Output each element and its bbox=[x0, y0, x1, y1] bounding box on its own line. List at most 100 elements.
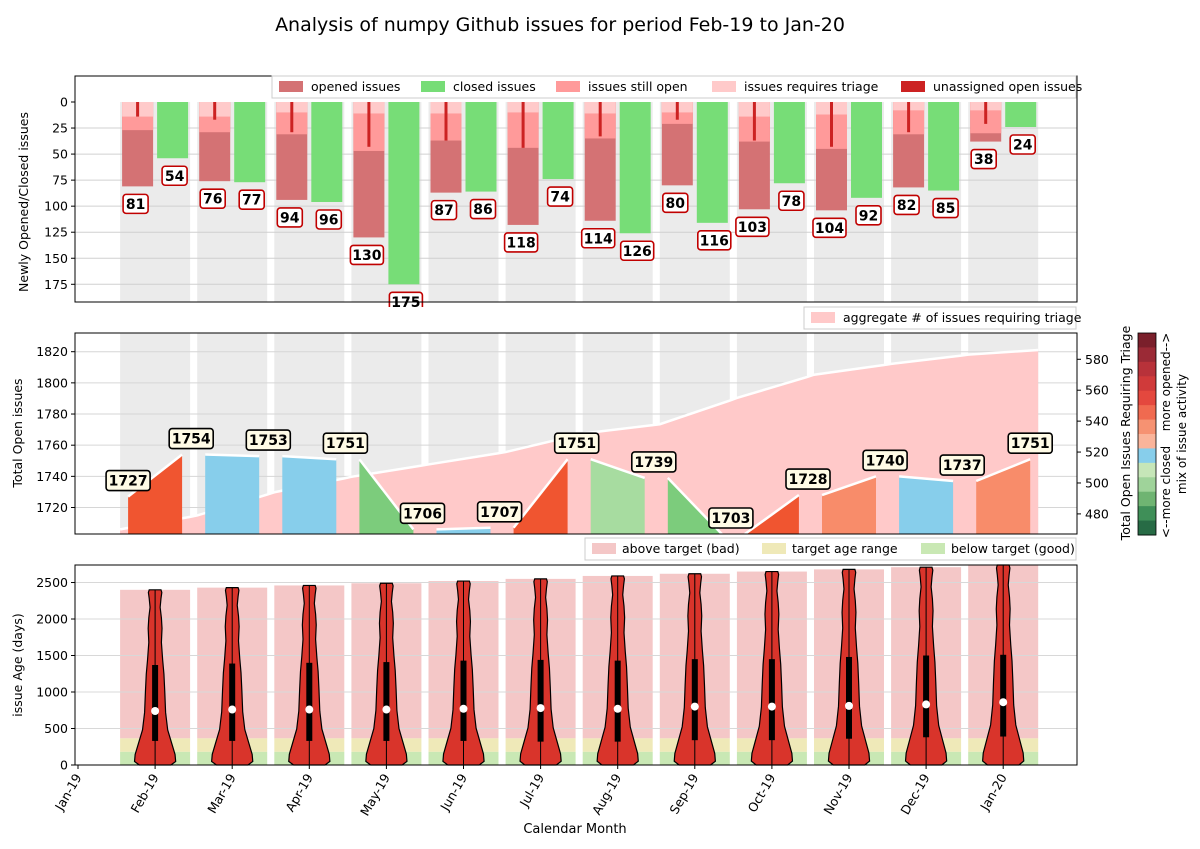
unassigned-bar bbox=[598, 102, 602, 137]
unassigned-bar bbox=[984, 102, 988, 124]
open-issues-label-group: 1739 bbox=[630, 451, 677, 473]
right-y-tick-label: 520 bbox=[1085, 445, 1109, 460]
legend-label: target age range bbox=[792, 541, 898, 556]
open-issues-label-group: 1707 bbox=[476, 500, 523, 523]
open-issues-label-box bbox=[105, 469, 151, 492]
closed-label: 175 bbox=[391, 295, 420, 311]
open-issues-label: 1751 bbox=[326, 436, 365, 452]
closed-label-box bbox=[238, 189, 265, 211]
closed-bar bbox=[851, 102, 882, 198]
violin-median bbox=[999, 698, 1008, 707]
closed-label-box bbox=[161, 165, 188, 187]
open-issues-label: 1727 bbox=[109, 474, 148, 490]
closed-bar bbox=[465, 102, 497, 192]
violin-median bbox=[151, 706, 160, 715]
legend: above target (bad) target age range below … bbox=[584, 537, 1077, 561]
colorbar-segment bbox=[1138, 361, 1156, 377]
right-y-tick-label: 540 bbox=[1085, 414, 1109, 429]
legend-swatch bbox=[279, 81, 303, 92]
open-issues-label-group: 1751 bbox=[322, 432, 369, 455]
open-issues-label: 1707 bbox=[480, 505, 519, 521]
closed-label: 77 bbox=[242, 193, 261, 209]
open-issues-label-box bbox=[1007, 432, 1054, 455]
y-tick-label: 2500 bbox=[36, 575, 68, 590]
x-tick-label: Dec-19 bbox=[897, 771, 932, 817]
x-tick-label: Jan-19 bbox=[51, 771, 84, 814]
open-issues-edge bbox=[436, 526, 491, 531]
closed-label-box bbox=[932, 197, 959, 219]
colorbar-segment bbox=[1138, 491, 1156, 507]
legend-frame bbox=[271, 75, 1077, 99]
closed-label-box bbox=[778, 190, 805, 212]
legend-label: below target (good) bbox=[951, 541, 1075, 556]
y-tick-label: 1740 bbox=[36, 469, 68, 484]
y-tick-label: 500 bbox=[44, 721, 68, 736]
x-tick-label: Mar-19 bbox=[204, 771, 239, 816]
open-issues-edge bbox=[898, 475, 954, 483]
closed-label: 86 bbox=[473, 202, 492, 218]
y-tick-label: 1000 bbox=[36, 685, 68, 700]
panel-issue-age: 0 500 1000 1500 2000 2500 issue Age (days) abov… bbox=[10, 537, 1078, 773]
opened-label: 87 bbox=[434, 203, 453, 219]
open-issues-label-group: 1703 bbox=[708, 507, 754, 529]
opened-label: 94 bbox=[280, 210, 300, 226]
closed-bar bbox=[157, 102, 189, 159]
open-issues-label-box bbox=[245, 429, 292, 451]
closed-bar bbox=[542, 102, 574, 180]
closed-bar bbox=[928, 102, 960, 191]
opened-label-box bbox=[199, 188, 226, 209]
y-tick-label: 1800 bbox=[36, 375, 68, 390]
closed-label-box bbox=[469, 198, 497, 220]
open-issues-edge bbox=[512, 458, 569, 529]
y-tick-label: 150 bbox=[44, 251, 68, 266]
right-y-tick-label: 580 bbox=[1085, 352, 1109, 367]
opened-label-box bbox=[580, 227, 616, 249]
open-issues-label-group: 1753 bbox=[245, 429, 292, 451]
colorbar-segment bbox=[1138, 434, 1156, 449]
open-issues-label-box bbox=[553, 432, 600, 455]
closed-bar bbox=[388, 102, 420, 285]
opened-label: 38 bbox=[974, 152, 993, 168]
closed-bar bbox=[619, 102, 651, 234]
right-y-tick-label: 500 bbox=[1085, 475, 1109, 490]
violin-iqr bbox=[614, 660, 621, 742]
legend-swatch bbox=[762, 543, 786, 554]
opened-label-box bbox=[893, 194, 920, 216]
x-axis-label: Calendar Month bbox=[523, 822, 626, 837]
open-issues-label-group: 1728 bbox=[785, 468, 831, 490]
violin-median bbox=[845, 701, 853, 710]
violin-median bbox=[767, 702, 776, 711]
closed-label: 116 bbox=[700, 233, 729, 249]
open-issues-label-group: 1737 bbox=[939, 454, 986, 476]
y-tick-label: 50 bbox=[52, 147, 68, 162]
clip-edge bbox=[75, 534, 1077, 536]
colorbar-segment bbox=[1138, 520, 1156, 536]
y-tick-label: 1760 bbox=[36, 438, 68, 453]
opened-label-box bbox=[503, 232, 539, 253]
open-issues-segment bbox=[899, 476, 954, 534]
open-issues-label: 1754 bbox=[172, 432, 211, 448]
closed-label-box bbox=[619, 240, 655, 262]
colorbar-segment bbox=[1138, 347, 1156, 363]
opened-label: 82 bbox=[897, 198, 916, 214]
violin-iqr bbox=[152, 665, 159, 741]
legend-label: above target (bad) bbox=[622, 541, 740, 556]
open-issues-label: 1751 bbox=[557, 436, 596, 452]
right-y-tick-label: 560 bbox=[1085, 383, 1109, 398]
closed-label: 74 bbox=[550, 190, 570, 206]
closed-label-box bbox=[855, 205, 882, 226]
panel-total-open: 1720 1740 1760 1780 1800 1820 480 500 520 540 560 5… bbox=[10, 306, 1133, 541]
panel3-frame bbox=[74, 564, 1078, 766]
x-tick-label: May-19 bbox=[357, 771, 393, 818]
legend-label: unassigned open issues bbox=[933, 79, 1082, 94]
y-tick-label: 0 bbox=[60, 758, 68, 773]
opened-label-box bbox=[735, 216, 770, 238]
open-issues-label-group: 1751 bbox=[1007, 432, 1054, 455]
colorbar-segment bbox=[1138, 405, 1156, 421]
opened-label: 80 bbox=[666, 196, 686, 212]
violin-median bbox=[382, 705, 391, 714]
open-issues-segment bbox=[128, 454, 183, 534]
x-tick-label: Jun-19 bbox=[437, 771, 470, 814]
legend-swatch bbox=[556, 81, 580, 92]
unassigned-bar bbox=[675, 102, 679, 120]
